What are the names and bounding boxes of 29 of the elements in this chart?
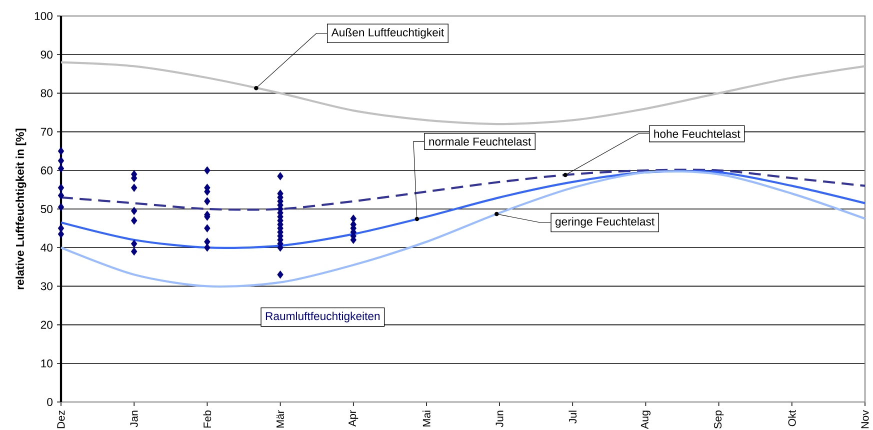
y-tick-label: 30 [40, 282, 53, 290]
x-tick-label: Jan [130, 410, 138, 428]
y-tick-label: 70 [40, 128, 53, 136]
text: Außen Luftfeuchtigkeit [331, 28, 444, 39]
y-tick-label: 0 [47, 398, 53, 406]
y-tick-label: 100 [34, 12, 53, 20]
text: Raumluftfeuchtigkeiten [266, 312, 380, 322]
x-tick-label: Jun [496, 410, 504, 428]
y-tick-label: 90 [40, 50, 53, 59]
y-tick-label: 50 [40, 205, 53, 214]
y-tick-label: 20 [40, 320, 53, 329]
x-tick-label: Okt [788, 410, 796, 426]
x-tick-label: Mär [276, 410, 284, 428]
x-tick-label: Aug [640, 410, 651, 430]
y-axis-title: relative Luftfeuchtigkeit in [%] [16, 128, 26, 290]
y-tick-label: 60 [40, 166, 53, 174]
x-tick-label: Mai [422, 410, 430, 426]
text: hohe Feuchtelast [654, 130, 740, 138]
text: normale Feuchtelast [429, 137, 532, 146]
x-tick-label: Dez [57, 410, 65, 428]
y-tick-label: 10 [41, 359, 53, 368]
x-tick-label: Jul [568, 410, 577, 424]
y-tick-label: 80 [40, 89, 53, 98]
x-tick-label: Nov [861, 410, 869, 428]
x-tick-label: Sep [714, 410, 724, 429]
y-tick-label: 40 [40, 244, 53, 252]
x-tick-label: Apr [348, 410, 358, 427]
x-tick-label: Feb [203, 410, 212, 428]
legend-label: geringe Feuchtelast [556, 217, 654, 228]
